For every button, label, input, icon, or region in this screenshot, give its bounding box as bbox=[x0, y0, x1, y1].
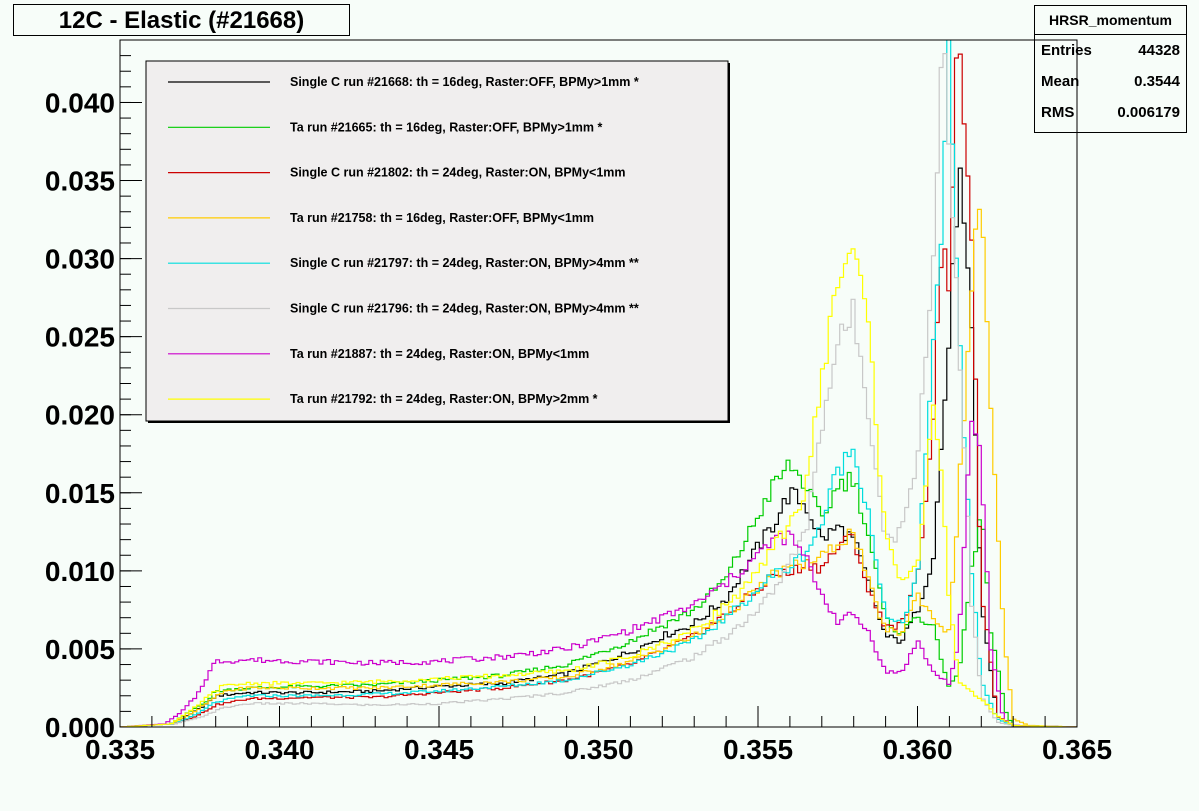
stats-label: Mean bbox=[1041, 73, 1080, 90]
y-tick-label: 0.010 bbox=[45, 556, 115, 587]
series-line bbox=[120, 248, 1077, 727]
y-tick-label: 0.035 bbox=[45, 166, 115, 197]
legend: Single C run #21668: th = 16deg, Raster:… bbox=[145, 60, 730, 423]
stats-title: HRSR_momentum bbox=[1035, 6, 1186, 35]
stats-row: RMS 0.006179 bbox=[1035, 97, 1186, 128]
legend-label: Ta run #21792: th = 24deg, Raster:ON, BP… bbox=[290, 392, 598, 406]
axes-layer: 0.000 0.005 0.010 0.015 0.020 0.025 0.030 0.035… bbox=[45, 39, 1112, 765]
legend-label: Single C run #21797: th = 24deg, Raster:… bbox=[290, 256, 639, 270]
legend-label: Ta run #21665: th = 16deg, Raster:OFF, B… bbox=[290, 120, 603, 134]
x-tick-label: 0.365 bbox=[1042, 734, 1112, 765]
stats-value: 0.006179 bbox=[1117, 104, 1180, 121]
legend-box bbox=[145, 60, 729, 422]
stats-label: Entries bbox=[1041, 42, 1092, 59]
stats-value: 44328 bbox=[1138, 42, 1180, 59]
series-layer bbox=[120, 40, 1077, 727]
y-tick-label: 0.025 bbox=[45, 322, 115, 353]
legend-label: Ta run #21887: th = 24deg, Raster:ON, BP… bbox=[290, 347, 589, 361]
y-tick-label: 0.005 bbox=[45, 634, 115, 665]
stats-box: HRSR_momentum Entries 44328 Mean 0.3544 … bbox=[1034, 5, 1187, 133]
legend-label: Single C run #21668: th = 16deg, Raster:… bbox=[290, 75, 639, 89]
legend-label: Ta run #21758: th = 16deg, Raster:OFF, B… bbox=[290, 211, 594, 225]
legend-label: Single C run #21796: th = 24deg, Raster:… bbox=[290, 302, 639, 316]
y-tick-label: 0.000 bbox=[45, 712, 115, 743]
stats-value: 0.3544 bbox=[1134, 73, 1180, 90]
y-tick-label: 0.030 bbox=[45, 244, 115, 275]
stats-row: Entries 44328 bbox=[1035, 35, 1186, 66]
series-line bbox=[120, 420, 1077, 727]
y-tick-label: 0.040 bbox=[45, 87, 115, 118]
legend-label: Single C run #21802: th = 24deg, Raster:… bbox=[290, 166, 626, 180]
x-tick-label: 0.360 bbox=[882, 734, 952, 765]
x-tick-label: 0.355 bbox=[723, 734, 793, 765]
x-tick-label: 0.350 bbox=[563, 734, 633, 765]
y-tick-label: 0.015 bbox=[45, 478, 115, 509]
stats-row: Mean 0.3544 bbox=[1035, 66, 1186, 97]
x-tick-label: 0.335 bbox=[85, 734, 155, 765]
series-line bbox=[120, 208, 1077, 727]
series-line bbox=[120, 40, 1077, 727]
stats-label: RMS bbox=[1041, 104, 1075, 121]
y-tick-label: 0.020 bbox=[45, 400, 115, 431]
chart-title: 12C - Elastic (#21668) bbox=[13, 4, 350, 36]
x-tick-label: 0.345 bbox=[404, 734, 474, 765]
x-tick-label: 0.340 bbox=[244, 734, 314, 765]
series-line bbox=[120, 53, 1077, 727]
series-line bbox=[120, 459, 1077, 727]
